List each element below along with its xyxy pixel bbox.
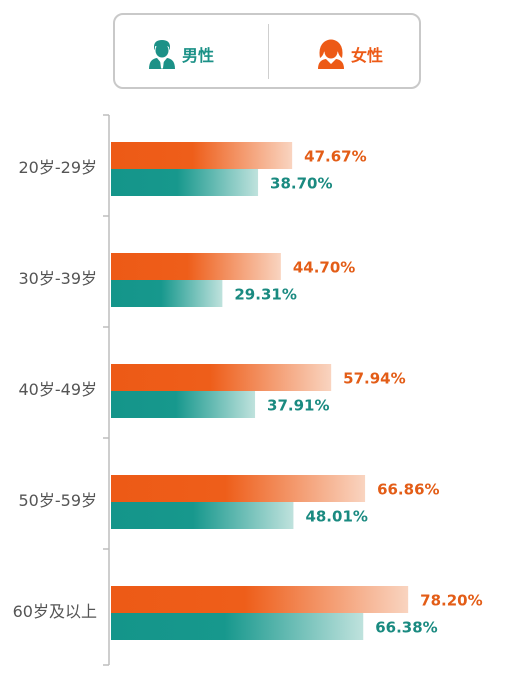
male-user-icon bbox=[149, 40, 175, 69]
value-label-male: 37.91% bbox=[267, 397, 329, 415]
value-label-male: 66.38% bbox=[375, 619, 437, 637]
bar-male bbox=[111, 613, 364, 640]
female-user-icon bbox=[318, 39, 344, 69]
value-label-male: 48.01% bbox=[305, 508, 367, 526]
bar-male bbox=[111, 280, 223, 307]
value-label-female: 47.67% bbox=[304, 148, 366, 166]
category-label: 40岁-49岁 bbox=[19, 380, 98, 399]
bar-male bbox=[111, 169, 259, 196]
legend-item-female: 女性 bbox=[317, 39, 383, 69]
value-label-female: 44.70% bbox=[293, 259, 355, 277]
legend: 男性 女性 bbox=[113, 13, 421, 89]
bar-male bbox=[111, 502, 294, 529]
bar-female bbox=[111, 364, 332, 391]
bar-female bbox=[111, 142, 293, 169]
bar-female bbox=[111, 586, 409, 613]
category-label: 50岁-59岁 bbox=[19, 491, 98, 510]
legend-item-male: 男性 bbox=[148, 39, 214, 69]
legend-female-label: 女性 bbox=[351, 46, 384, 65]
value-label-male: 29.31% bbox=[234, 286, 296, 304]
value-label-female: 66.86% bbox=[377, 481, 439, 499]
bar-female bbox=[111, 475, 366, 502]
category-label: 60岁及以上 bbox=[13, 602, 97, 621]
value-label-male: 38.70% bbox=[270, 175, 332, 193]
legend-male-label: 男性 bbox=[182, 46, 215, 65]
category-label: 20岁-29岁 bbox=[19, 158, 98, 177]
value-label-female: 78.20% bbox=[420, 592, 482, 610]
bar-male bbox=[111, 391, 256, 418]
value-label-female: 57.94% bbox=[343, 370, 405, 388]
category-label: 30岁-39岁 bbox=[19, 269, 98, 288]
legend-divider bbox=[268, 24, 269, 79]
bar-female bbox=[111, 253, 281, 280]
